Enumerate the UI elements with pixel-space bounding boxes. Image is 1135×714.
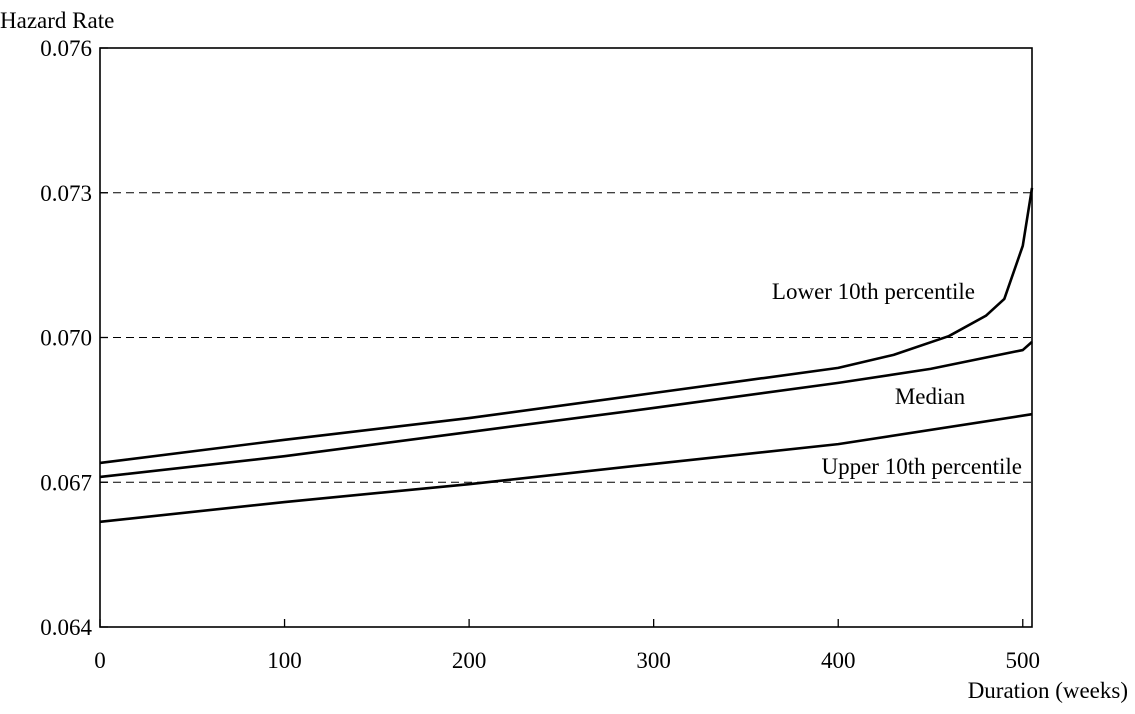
series-label: Median bbox=[895, 384, 966, 409]
y-tick-label: 0.067 bbox=[40, 470, 92, 495]
y-tick-label: 0.073 bbox=[40, 181, 92, 206]
line bbox=[99, 412, 1033, 524]
x-tick-label: 500 bbox=[1006, 648, 1041, 673]
line bbox=[99, 340, 1033, 479]
x-tick-label: 0 bbox=[94, 648, 106, 673]
y-axis-label: Hazard Rate bbox=[0, 8, 114, 33]
x-tick-label: 100 bbox=[267, 648, 302, 673]
series-label: Lower 10th percentile bbox=[772, 279, 975, 304]
x-tick-label: 200 bbox=[452, 648, 487, 673]
series-label: Upper 10th percentile bbox=[821, 454, 1022, 479]
plot-frame bbox=[99, 47, 1033, 628]
x-tick-label: 300 bbox=[636, 648, 671, 673]
x-axis-label: Duration (weeks) bbox=[968, 678, 1128, 703]
y-tick-label: 0.070 bbox=[40, 326, 92, 351]
y-tick-label: 0.064 bbox=[40, 615, 92, 640]
x-tick-label: 400 bbox=[821, 648, 856, 673]
line bbox=[99, 187, 1034, 465]
y-tick-label: 0.076 bbox=[40, 36, 92, 61]
